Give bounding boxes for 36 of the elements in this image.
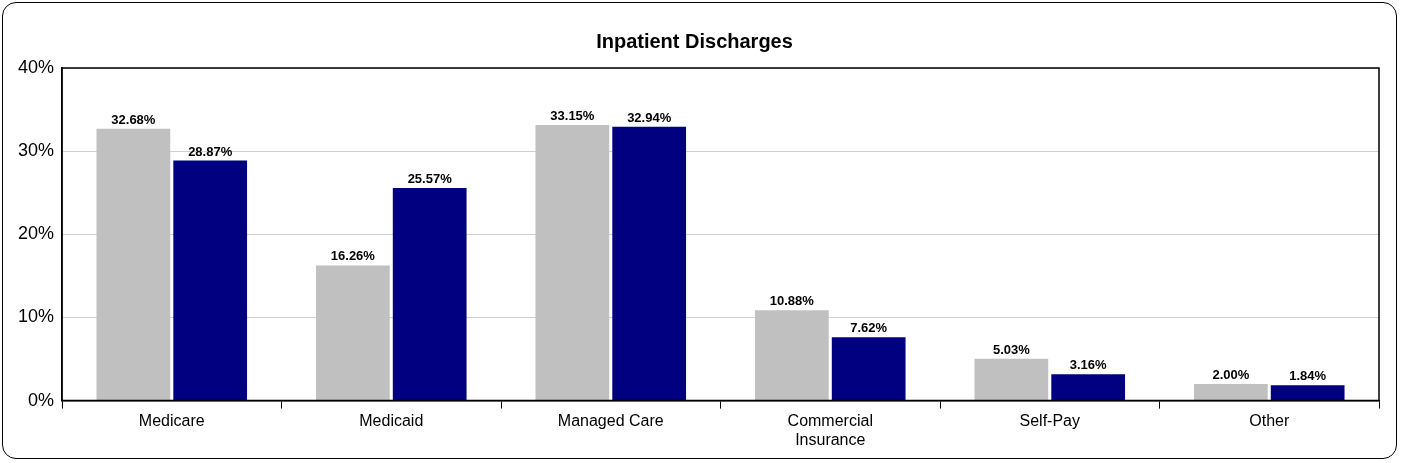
- data-label: 25.57%: [407, 171, 453, 187]
- x-tick-label: Medicaid: [359, 411, 424, 429]
- bar: [96, 128, 171, 401]
- y-tick-label: 0%: [28, 389, 55, 410]
- data-label: 1.84%: [1289, 368, 1327, 384]
- bar: [392, 187, 467, 401]
- bar: [1193, 383, 1268, 401]
- bar: [831, 337, 906, 401]
- y-tick-label: 40%: [18, 56, 55, 77]
- data-label: 28.87%: [188, 143, 233, 159]
- bar: [1051, 374, 1126, 401]
- data-label: 5.03%: [992, 341, 1031, 357]
- bar: [754, 310, 829, 401]
- data-label: 32.94%: [627, 109, 672, 125]
- x-tick-label: Self-Pay: [1019, 411, 1080, 429]
- data-label: 2.00%: [1212, 367, 1250, 383]
- y-tick-label: 30%: [18, 140, 55, 161]
- x-tick-label: Commercial Insurance: [787, 411, 873, 448]
- x-tick-label: Managed Care: [557, 411, 664, 429]
- y-tick-label: 10%: [18, 306, 55, 327]
- bar: [612, 126, 687, 401]
- bar: [1270, 385, 1345, 401]
- bar: [173, 160, 248, 401]
- data-label: 33.15%: [550, 108, 595, 124]
- data-label: 32.68%: [111, 111, 156, 127]
- data-label: 16.26%: [330, 248, 376, 264]
- bar: [974, 358, 1049, 401]
- bar: [535, 124, 610, 401]
- chart-title: Inpatient Discharges: [596, 29, 793, 52]
- y-tick-label: 20%: [18, 223, 55, 244]
- bar: [315, 265, 390, 401]
- x-tick-label: Other: [1249, 411, 1290, 429]
- data-label: 7.62%: [850, 320, 888, 336]
- data-label: 10.88%: [769, 293, 815, 309]
- x-tick-label: Medicare: [138, 411, 205, 429]
- data-label: 3.16%: [1069, 357, 1108, 373]
